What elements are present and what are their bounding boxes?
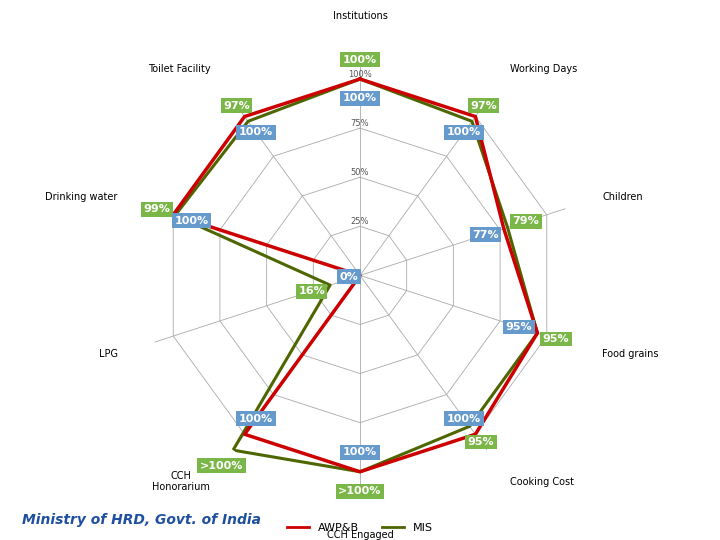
Text: 100%: 100%: [239, 127, 273, 137]
Text: 77%: 77%: [472, 230, 499, 240]
Text: 97%: 97%: [470, 100, 497, 111]
Text: 100%: 100%: [239, 414, 273, 423]
Text: Drinking water: Drinking water: [45, 192, 117, 201]
Text: 95%: 95%: [505, 322, 532, 332]
Text: 25%: 25%: [351, 217, 369, 226]
Text: Food grains: Food grains: [603, 349, 659, 359]
Text: 100%: 100%: [343, 93, 377, 104]
Text: 100%: 100%: [348, 70, 372, 79]
Text: 100%: 100%: [175, 215, 209, 226]
Text: 75%: 75%: [351, 119, 369, 128]
Text: 100%: 100%: [343, 447, 377, 457]
Text: 16%: 16%: [298, 286, 325, 296]
Text: CCH
Honorarium: CCH Honorarium: [153, 471, 210, 492]
Text: >100%: >100%: [200, 461, 243, 471]
Text: Institutions: Institutions: [333, 10, 387, 21]
Text: 95%: 95%: [543, 334, 570, 344]
Text: 99%: 99%: [143, 204, 170, 214]
Text: 0%: 0%: [340, 272, 359, 282]
Text: 50%: 50%: [351, 168, 369, 177]
Text: 79%: 79%: [513, 217, 539, 226]
Text: Ministry of HRD, Govt. of India: Ministry of HRD, Govt. of India: [22, 513, 261, 527]
Text: Comparison : MIS and AWP&B -2017-18 Data: Comparison : MIS and AWP&B -2017-18 Data: [62, 16, 658, 40]
Text: 100%: 100%: [447, 127, 481, 137]
Text: LPG: LPG: [99, 349, 117, 359]
Text: Cooking Cost: Cooking Cost: [510, 477, 574, 487]
Text: Toilet Facility: Toilet Facility: [148, 64, 210, 74]
Text: 95%: 95%: [468, 437, 495, 447]
Text: 100%: 100%: [343, 55, 377, 65]
Text: Working Days: Working Days: [510, 64, 577, 74]
Legend: AWP&B, MIS: AWP&B, MIS: [283, 519, 437, 538]
Text: Children: Children: [603, 192, 643, 201]
Text: >100%: >100%: [338, 486, 382, 496]
Text: 97%: 97%: [223, 100, 250, 111]
Text: CCH Engaged: CCH Engaged: [327, 530, 393, 540]
Text: 100%: 100%: [447, 414, 481, 423]
